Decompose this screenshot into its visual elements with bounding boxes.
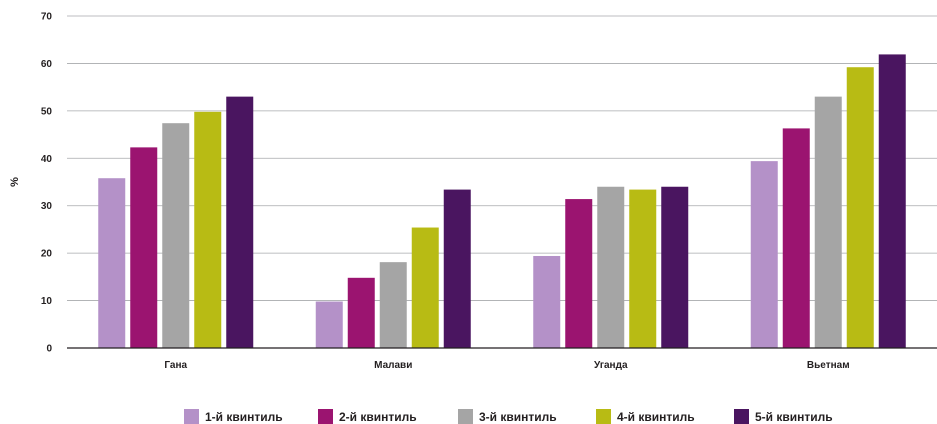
bar [661, 186, 689, 348]
bar [194, 111, 222, 348]
legend-swatch [458, 409, 473, 424]
bar [597, 186, 625, 348]
bar [846, 67, 874, 349]
y-tick-label: 0 [46, 344, 52, 355]
bar [533, 255, 561, 348]
y-tick-label: 10 [41, 296, 53, 307]
y-axis-label: % [9, 177, 21, 187]
legend-item: 3-й квинтиль [458, 409, 557, 424]
bar [878, 54, 906, 348]
bar [98, 178, 126, 348]
legend-swatch [734, 409, 749, 424]
x-tick-label: Уганда [594, 360, 628, 371]
legend-label: 3-й квинтиль [479, 410, 557, 424]
legend-item: 1-й квинтиль [184, 409, 283, 424]
bar [750, 161, 778, 348]
bar [347, 277, 375, 348]
legend-item: 2-й квинтиль [318, 409, 417, 424]
bar [226, 96, 254, 348]
bars [98, 54, 906, 349]
legend-item: 4-й квинтиль [596, 409, 695, 424]
y-tick-label: 30 [41, 201, 53, 212]
bar [315, 301, 343, 348]
bar [162, 123, 190, 348]
legend-swatch [318, 409, 333, 424]
x-tick-label: Гана [164, 360, 187, 371]
legend-label: 5-й квинтиль [755, 410, 833, 424]
y-axis-ticks: 0 10 20 30 40 50 60 70 [41, 12, 53, 355]
bar [443, 189, 471, 348]
legend: 1-й квинтиль 2-й квинтиль 3-й квинтиль 4-й … [184, 409, 833, 424]
y-tick-label: 50 [41, 106, 53, 117]
y-tick-label: 70 [41, 12, 53, 23]
legend-label: 1-й квинтиль [205, 410, 283, 424]
legend-label: 4-й квинтиль [617, 410, 695, 424]
x-tick-label: Малави [374, 360, 412, 371]
category-labels: Гана Малави Уганда Вьетнам [164, 360, 849, 371]
legend-item: 5-й квинтиль [734, 409, 833, 424]
bar [379, 262, 407, 348]
bar [629, 189, 657, 348]
x-tick-label: Вьетнам [807, 360, 850, 371]
bar [565, 199, 593, 348]
legend-label: 2-й квинтиль [339, 410, 417, 424]
bar [814, 96, 842, 348]
bar [782, 128, 810, 348]
bar [130, 147, 158, 348]
legend-swatch [596, 409, 611, 424]
y-tick-label: 20 [41, 249, 53, 260]
legend-swatch [184, 409, 199, 424]
y-tick-label: 60 [41, 59, 53, 70]
y-tick-label: 40 [41, 154, 53, 165]
bar [411, 227, 439, 348]
